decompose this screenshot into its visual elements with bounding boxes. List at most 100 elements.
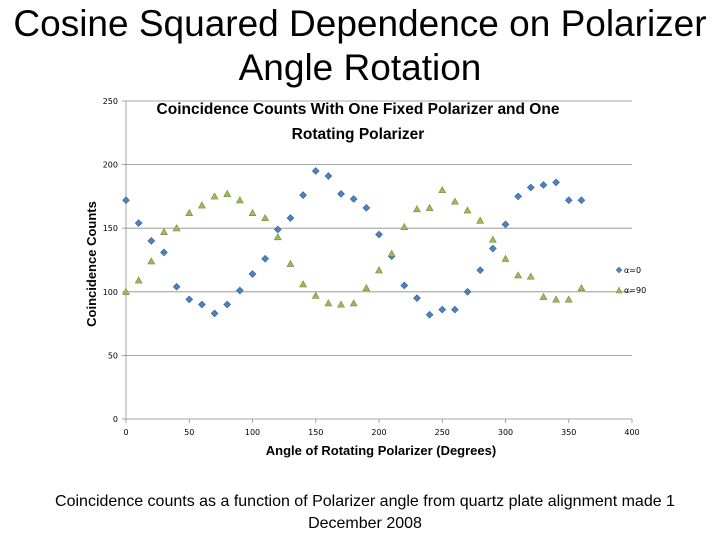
- data-point-alpha-90: [261, 214, 270, 222]
- data-point-alpha-0: [160, 248, 168, 257]
- data-point-alpha-0: [236, 286, 244, 295]
- x-tick-label: 100: [245, 428, 260, 437]
- data-point-alpha-0: [514, 192, 522, 201]
- series-alpha-0: [122, 167, 586, 319]
- x-tick-label: 0: [123, 428, 128, 437]
- data-point-alpha-0: [210, 309, 219, 318]
- slide-title: Cosine Squared Dependence on Polarizer A…: [0, 2, 720, 90]
- data-point-alpha-0: [172, 282, 181, 291]
- data-point-alpha-0: [147, 237, 156, 245]
- data-point-alpha-90: [450, 197, 459, 205]
- data-point-alpha-90: [223, 189, 232, 197]
- data-point-alpha-90: [425, 203, 434, 211]
- data-point-alpha-0: [526, 183, 535, 192]
- axes: [122, 100, 633, 423]
- data-point-alpha-0: [134, 219, 143, 227]
- data-point-alpha-90: [400, 222, 409, 230]
- x-tick-label: 250: [435, 428, 450, 437]
- data-point-alpha-0: [248, 270, 257, 278]
- x-tick-label: 400: [624, 428, 639, 437]
- y-tick-label: 250: [103, 97, 118, 106]
- data-point-alpha-0: [438, 305, 447, 314]
- y-tick-label: 200: [103, 161, 118, 170]
- legend-marker-alpha-0: [615, 266, 623, 274]
- x-tick-labels: 0 50 100 150 200 250 300 350 400: [123, 428, 639, 437]
- data-point-alpha-90: [552, 295, 561, 303]
- data-point-alpha-90: [514, 271, 523, 279]
- x-tick-label: 50: [184, 428, 194, 437]
- slide-caption: Coincidence counts as a function of Pola…: [20, 491, 710, 535]
- data-point-alpha-90: [463, 206, 472, 214]
- data-point-alpha-90: [235, 196, 244, 204]
- data-point-alpha-0: [577, 196, 586, 205]
- y-tick-label: 50: [108, 351, 118, 360]
- data-point-alpha-0: [349, 195, 358, 203]
- gridlines: [126, 100, 632, 356]
- data-point-alpha-90: [311, 291, 320, 299]
- data-point-alpha-90: [349, 299, 358, 307]
- slide-title-line-2: Angle Rotation: [238, 47, 482, 88]
- data-point-alpha-0: [273, 225, 282, 234]
- data-point-alpha-0: [463, 287, 472, 296]
- data-point-alpha-90: [172, 224, 181, 232]
- data-point-alpha-90: [134, 276, 143, 284]
- data-point-alpha-90: [248, 208, 257, 216]
- data-point-alpha-90: [375, 266, 383, 274]
- caption-line-1: Coincidence counts as a function of Pola…: [55, 493, 675, 510]
- x-tick-label: 150: [308, 428, 323, 437]
- data-point-alpha-0: [122, 196, 130, 205]
- y-tick-label: 0: [113, 415, 118, 424]
- data-point-alpha-0: [489, 244, 497, 253]
- data-point-alpha-90: [501, 254, 510, 262]
- data-point-alpha-90: [488, 235, 497, 243]
- data-point-alpha-90: [564, 295, 573, 303]
- y-tick-label: 100: [103, 288, 118, 297]
- x-tick-label: 350: [561, 428, 576, 437]
- data-point-alpha-0: [311, 167, 320, 175]
- data-point-alpha-0: [324, 172, 333, 180]
- y-tick-labels: 0 50 100 150 200 250: [103, 97, 118, 424]
- legend-marker-alpha-90: [615, 286, 623, 294]
- data-point-alpha-90: [362, 283, 371, 292]
- data-point-alpha-90: [438, 186, 447, 194]
- data-point-alpha-0: [425, 310, 434, 319]
- data-point-alpha-90: [185, 208, 194, 216]
- legend: α=0 α=90: [615, 266, 646, 295]
- data-point-alpha-0: [501, 220, 510, 229]
- chart-title-line-1: Coincidence Counts With One Fixed Polari…: [157, 101, 560, 118]
- caption-line-2: December 2008: [308, 515, 422, 532]
- y-tick-label: 150: [103, 224, 118, 233]
- data-point-alpha-0: [476, 266, 485, 275]
- data-point-alpha-90: [160, 227, 168, 236]
- data-point-alpha-90: [476, 216, 485, 224]
- x-tick-label: 200: [371, 428, 386, 437]
- data-point-alpha-0: [564, 196, 573, 205]
- legend-label-alpha-90: α=90: [624, 286, 646, 295]
- data-point-alpha-90: [147, 257, 156, 265]
- slide-title-line-1: Cosine Squared Dependence on Polarizer: [13, 3, 707, 44]
- y-axis-label: Coincidence Counts: [84, 201, 99, 327]
- data-point-alpha-90: [210, 192, 219, 200]
- data-point-alpha-0: [261, 254, 269, 263]
- data-point-alpha-0: [375, 230, 383, 239]
- data-point-alpha-0: [400, 281, 409, 290]
- data-point-alpha-90: [526, 272, 535, 280]
- x-tick-label: 300: [498, 428, 513, 437]
- data-point-alpha-90: [299, 280, 308, 288]
- data-point-alpha-90: [286, 259, 295, 267]
- data-point-alpha-0: [451, 305, 459, 314]
- data-point-alpha-90: [577, 283, 586, 292]
- data-point-alpha-0: [362, 204, 371, 212]
- data-point-alpha-90: [197, 201, 206, 209]
- data-point-alpha-90: [273, 233, 282, 241]
- data-point-alpha-90: [539, 292, 548, 300]
- data-point-alpha-0: [185, 295, 194, 304]
- data-point-alpha-0: [223, 300, 232, 309]
- data-point-alpha-90: [413, 205, 421, 213]
- data-point-alpha-90: [337, 300, 345, 308]
- data-point-alpha-0: [286, 214, 295, 222]
- data-point-alpha-0: [413, 294, 421, 302]
- legend-label-alpha-0: α=0: [624, 266, 641, 275]
- series-alpha-90: [122, 186, 586, 308]
